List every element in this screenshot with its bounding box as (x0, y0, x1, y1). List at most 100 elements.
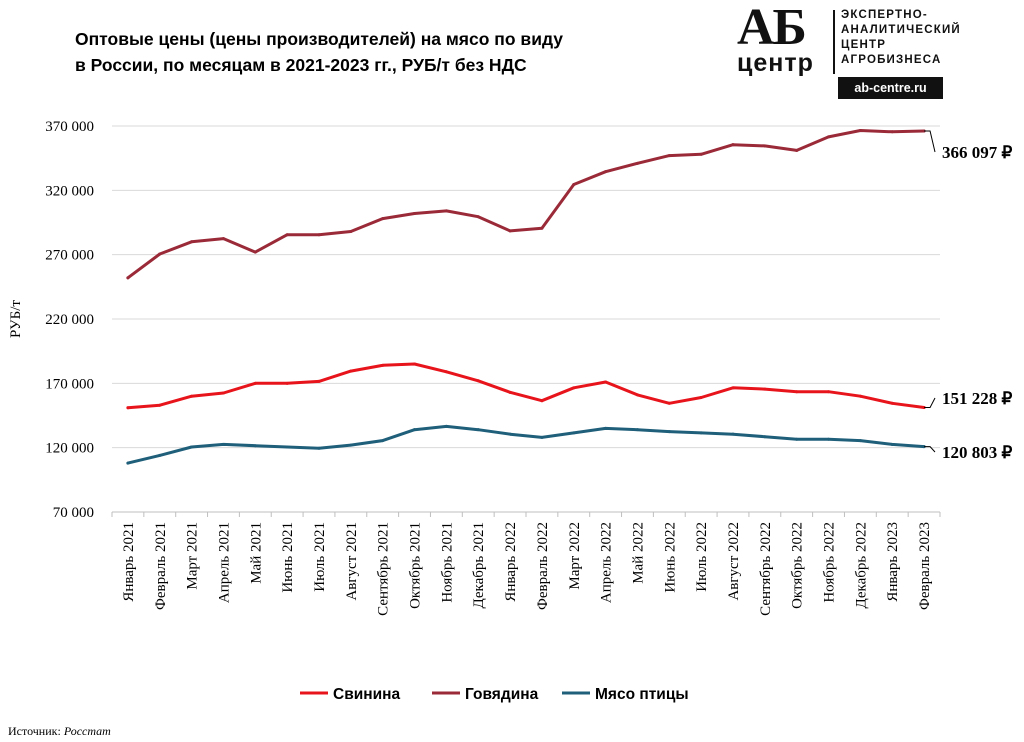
series-0-point-4 (253, 381, 257, 385)
x-tick-label-5: Июнь 2021 (280, 522, 296, 593)
series-2-point-21 (795, 437, 799, 441)
y-tick-label-0: 70 000 (53, 505, 94, 521)
chart-title-line-2: в России, по месяцам в 2021-2023 гг., РУ… (75, 55, 527, 75)
series-0-point-23 (858, 394, 862, 398)
series-1-point-14 (572, 183, 576, 187)
series-0-point-3 (221, 391, 225, 395)
series-1-point-17 (667, 154, 671, 158)
chart-title: Оптовые цены (цены производителей) на мя… (75, 26, 675, 78)
x-tick-label-6: Июль 2021 (312, 522, 328, 592)
logo-url[interactable]: ab-centre.ru (838, 77, 943, 99)
series-1-point-8 (381, 217, 385, 221)
series-1-point-4 (253, 250, 257, 254)
x-tick-label-7: Август 2021 (344, 522, 360, 601)
series-1-point-2 (190, 240, 194, 244)
series-2-point-19 (731, 432, 735, 436)
series-2-point-18 (699, 431, 703, 435)
series-2-point-2 (190, 445, 194, 449)
series-1-point-6 (317, 233, 321, 237)
x-tick-label-24: Январь 2023 (885, 522, 901, 602)
x-tick-label-13: Февраль 2022 (535, 522, 551, 610)
series-line-1 (126, 129, 926, 280)
series-2-point-20 (763, 435, 767, 439)
series-2-point-9 (413, 428, 417, 432)
logo-mark-bottom: центр (737, 49, 814, 77)
series-line-2 (126, 424, 926, 465)
logo-mark: АБ центр (735, 2, 830, 77)
x-tick-label-10: Ноябрь 2021 (439, 522, 455, 603)
series-0-point-0 (126, 406, 130, 410)
series-0-point-16 (635, 393, 639, 397)
series-0-point-2 (190, 394, 194, 398)
series-2-point-8 (381, 439, 385, 443)
series-0-point-20 (763, 387, 767, 391)
logo-text: ЭКСПЕРТНО- АНАЛИТИЧЕСКИЙ ЦЕНТР АГРОБИЗНЕ… (841, 8, 961, 68)
series-2-point-3 (221, 442, 225, 446)
series-1-point-18 (699, 152, 703, 156)
series-1-point-10 (444, 209, 448, 213)
series-1-point-21 (795, 148, 799, 152)
series-1-point-3 (221, 237, 225, 241)
end-callout-line-2 (924, 446, 936, 453)
x-tick-label-8: Сентябрь 2021 (376, 522, 392, 616)
series-0-point-7 (349, 369, 353, 373)
legend-label-2: Мясо птицы (595, 686, 689, 703)
series-2-point-23 (858, 439, 862, 443)
series-0-point-11 (476, 379, 480, 383)
series-1-point-11 (476, 215, 480, 219)
series-2-point-14 (572, 431, 576, 435)
series-1-point-9 (413, 211, 417, 215)
x-tick-label-3: Апрель 2021 (216, 522, 232, 603)
x-tick-label-17: Июнь 2022 (662, 522, 678, 593)
series-1-point-20 (763, 144, 767, 148)
series-0-point-8 (381, 363, 385, 367)
series-1-point-12 (508, 229, 512, 233)
x-tick-label-9: Октябрь 2021 (408, 522, 424, 609)
series-2-point-1 (158, 453, 162, 457)
series-0-point-18 (699, 395, 703, 399)
x-tick-label-18: Июль 2022 (694, 522, 710, 592)
x-tick-label-23: Декабрь 2022 (853, 522, 869, 609)
series-2-point-13 (540, 435, 544, 439)
logo-mark-top: АБ (737, 0, 807, 56)
end-value-label-1: 366 097 ₽ (942, 143, 1013, 162)
series-1-point-15 (604, 170, 608, 174)
x-tick-label-19: Август 2022 (726, 522, 742, 601)
end-value-label-2: 120 803 ₽ (942, 443, 1013, 462)
y-tick-label-4: 270 000 (45, 248, 94, 264)
series-2-point-24 (890, 442, 894, 446)
series-0-point-21 (795, 390, 799, 394)
series-1-point-5 (285, 233, 289, 237)
series-1-point-23 (858, 129, 862, 133)
x-tick-label-4: Май 2021 (248, 522, 264, 584)
series-0-point-17 (667, 401, 671, 405)
y-tick-label-5: 320 000 (45, 183, 94, 199)
series-0-point-6 (317, 379, 321, 383)
x-tick-label-1: Февраль 2021 (153, 522, 169, 610)
x-tick-label-0: Январь 2021 (121, 522, 137, 602)
series-1-point-24 (890, 130, 894, 134)
series-2-point-22 (827, 437, 831, 441)
source-value: Росстат (63, 724, 111, 738)
series-0-point-1 (158, 403, 162, 407)
series-0-point-22 (827, 390, 831, 394)
series-0-point-12 (508, 390, 512, 394)
logo-separator (833, 10, 835, 74)
x-tick-label-16: Май 2022 (630, 522, 646, 584)
series-0-point-19 (731, 386, 735, 390)
logo-line-4: АГРОБИЗНЕСА (841, 54, 942, 66)
y-axis-title: РУБ/т (8, 300, 24, 338)
y-tick-label-6: 370 000 (45, 119, 94, 135)
series-0-point-15 (604, 380, 608, 384)
y-tick-label-1: 120 000 (45, 441, 94, 457)
series-line-0 (126, 362, 926, 410)
logo-line-1: ЭКСПЕРТНО- (841, 9, 928, 21)
x-tick-label-12: Январь 2022 (503, 522, 519, 602)
series-1-point-7 (349, 230, 353, 234)
series-1-point-13 (540, 226, 544, 230)
chart-title-line-1: Оптовые цены (цены производителей) на мя… (75, 29, 564, 49)
series-1-point-19 (731, 143, 735, 147)
series-2-point-12 (508, 432, 512, 436)
x-tick-label-11: Декабрь 2021 (471, 522, 487, 609)
